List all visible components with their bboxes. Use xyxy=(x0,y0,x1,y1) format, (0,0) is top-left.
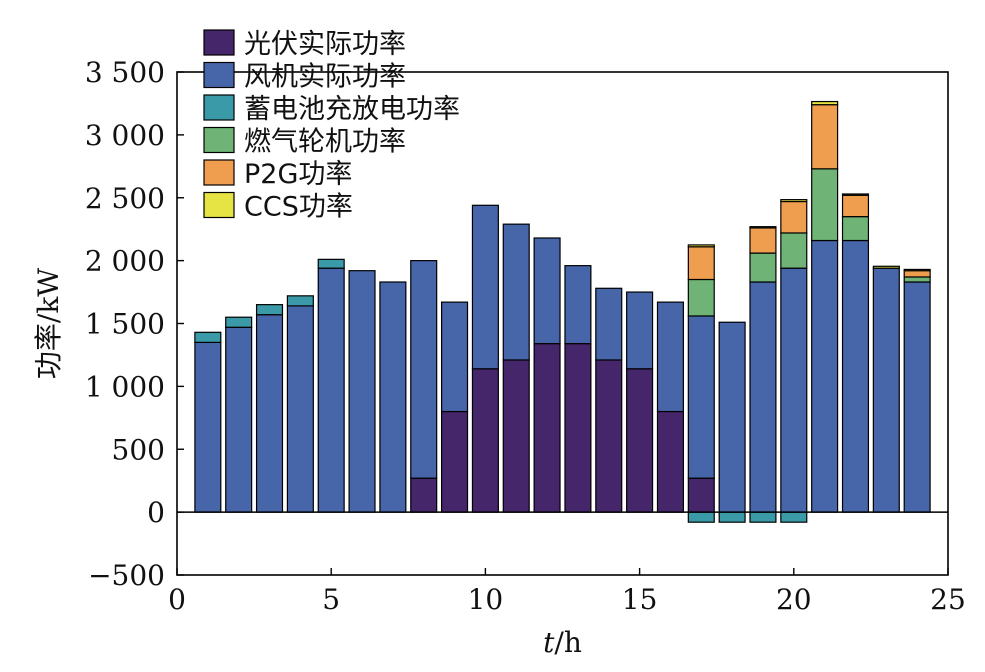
bar-segment-s1-x9 xyxy=(441,301,469,413)
legend-swatch xyxy=(203,159,235,186)
bar-segment-s0-x17 xyxy=(687,477,715,513)
bar-segment-s2-x2 xyxy=(225,316,253,328)
bar-segment-s1-x8 xyxy=(410,260,438,479)
bar-segment-s4-x17 xyxy=(687,246,715,281)
x-axis-label: t/h xyxy=(543,626,582,659)
bar-segment-s1-x22 xyxy=(841,239,870,513)
bar-segment-s1-x20 xyxy=(780,267,808,513)
bar-segment-s1-x24 xyxy=(903,281,931,513)
bar-segment-s0-x16 xyxy=(656,410,684,513)
x-tick-label: 15 xyxy=(622,583,658,616)
legend-label: 光伏实际功率 xyxy=(244,29,406,60)
y-tick-label: −500 xyxy=(88,559,165,592)
bar-segment-s0-x11 xyxy=(502,359,530,513)
bar-segment-s1-x2 xyxy=(225,326,253,513)
y-tick-label: 500 xyxy=(112,433,165,466)
x-axis-label-var: t xyxy=(543,626,555,659)
x-tick-label: 0 xyxy=(168,583,186,616)
x-tick-label: 10 xyxy=(468,583,504,616)
y-tick-label: 1 000 xyxy=(85,370,165,403)
bar-segment-s0-x13 xyxy=(564,343,592,513)
y-tick-label: 2 000 xyxy=(85,245,165,278)
legend-label: 蓄电池充放电功率 xyxy=(244,94,460,125)
bar-segment-s2-x3 xyxy=(255,304,284,316)
bar-segment-s1-x14 xyxy=(595,287,623,361)
bar-segment-s5-x24 xyxy=(903,268,931,272)
legend-label: 风机实际功率 xyxy=(244,62,406,93)
bar-segment-s1-x5 xyxy=(317,267,345,513)
bar-segment-s1-x11 xyxy=(502,223,530,361)
bar-segment-s1-x1 xyxy=(194,341,222,513)
bar-segment-s2-x20 xyxy=(780,511,808,523)
bar-segment-s1-x23 xyxy=(872,267,900,513)
y-tick-label: 0 xyxy=(147,496,165,529)
y-tick-label: 3 500 xyxy=(85,56,165,89)
bar-segment-s4-x22 xyxy=(841,194,870,218)
bar-segment-s5-x23 xyxy=(872,265,900,269)
bar-segment-s5-x17 xyxy=(687,244,715,248)
bar-segment-s1-x4 xyxy=(286,305,314,513)
bar-segment-s1-x15 xyxy=(626,291,654,370)
legend-swatch xyxy=(203,29,235,56)
legend-label: P2G功率 xyxy=(244,159,352,190)
y-tick-label: 3 000 xyxy=(85,119,165,152)
bar-segment-s3-x17 xyxy=(687,278,715,317)
bar-segment-s5-x21 xyxy=(811,100,839,106)
bar-segment-s0-x9 xyxy=(441,410,469,513)
bar-segment-s4-x19 xyxy=(749,227,777,254)
legend-swatch xyxy=(203,126,235,154)
bar-segment-s4-x21 xyxy=(811,104,839,170)
y-tick-label: 2 500 xyxy=(85,182,165,215)
y-axis-label: 功率/kW xyxy=(32,268,65,379)
bar-segment-s5-x22 xyxy=(841,193,870,196)
bar-segment-s4-x20 xyxy=(780,200,808,234)
legend-swatch xyxy=(203,94,235,121)
x-tick-label: 25 xyxy=(930,583,966,616)
bar-segment-s0-x12 xyxy=(533,343,561,513)
bar-segment-s2-x19 xyxy=(749,511,777,523)
bar-segment-s3-x21 xyxy=(811,168,839,242)
bar-segment-s2-x17 xyxy=(687,511,715,523)
bar-segment-s2-x5 xyxy=(317,258,345,269)
bar-segment-s1-x16 xyxy=(656,301,684,413)
bar-segment-s2-x4 xyxy=(286,295,314,307)
bar-segment-s1-x21 xyxy=(811,239,839,513)
x-axis: 0 5 10 15 20 25 xyxy=(168,568,966,616)
x-tick-label: 5 xyxy=(322,583,340,616)
bar-segment-s1-x3 xyxy=(255,314,284,513)
bar-segment-s2-x18 xyxy=(718,511,746,523)
bar-segment-s1-x19 xyxy=(749,281,777,513)
x-tick-label: 20 xyxy=(776,583,812,616)
bar-segment-s0-x10 xyxy=(471,368,499,513)
bar-segment-s5-x20 xyxy=(780,199,808,203)
bar-segment-s3-x20 xyxy=(780,232,808,269)
bar-segment-s1-x12 xyxy=(533,237,561,345)
x-axis-label-unit: /h xyxy=(554,626,581,659)
bar-segment-s3-x24 xyxy=(903,276,931,283)
bars-layer xyxy=(194,100,931,523)
bar-segment-s1-x10 xyxy=(471,204,499,370)
bar-segment-s1-x18 xyxy=(718,321,746,513)
bar-segment-s1-x6 xyxy=(348,270,376,513)
bar-segment-s0-x8 xyxy=(410,477,438,513)
y-axis: −500 0 500 1 000 1 500 2 000 2 500 3 000 3 500 xyxy=(85,56,184,592)
bar-segment-s3-x19 xyxy=(749,252,777,283)
bar-segment-s2-x1 xyxy=(194,331,222,343)
bar-segment-s0-x14 xyxy=(595,359,623,513)
y-tick-label: 1 500 xyxy=(85,308,165,341)
bar-segment-s3-x22 xyxy=(841,216,870,242)
bar-segment-s0-x15 xyxy=(626,368,654,513)
bar-segment-s1-x17 xyxy=(687,315,715,479)
bar-segment-s1-x13 xyxy=(564,265,592,345)
legend-swatch xyxy=(203,61,235,89)
legend-label: 燃气轮机功率 xyxy=(244,127,406,158)
bar-segment-s1-x7 xyxy=(379,281,407,513)
legend-swatch xyxy=(203,191,235,219)
legend-label: CCS功率 xyxy=(244,192,353,223)
bar-segment-s4-x24 xyxy=(903,270,931,278)
bar-segment-s5-x19 xyxy=(749,226,777,229)
